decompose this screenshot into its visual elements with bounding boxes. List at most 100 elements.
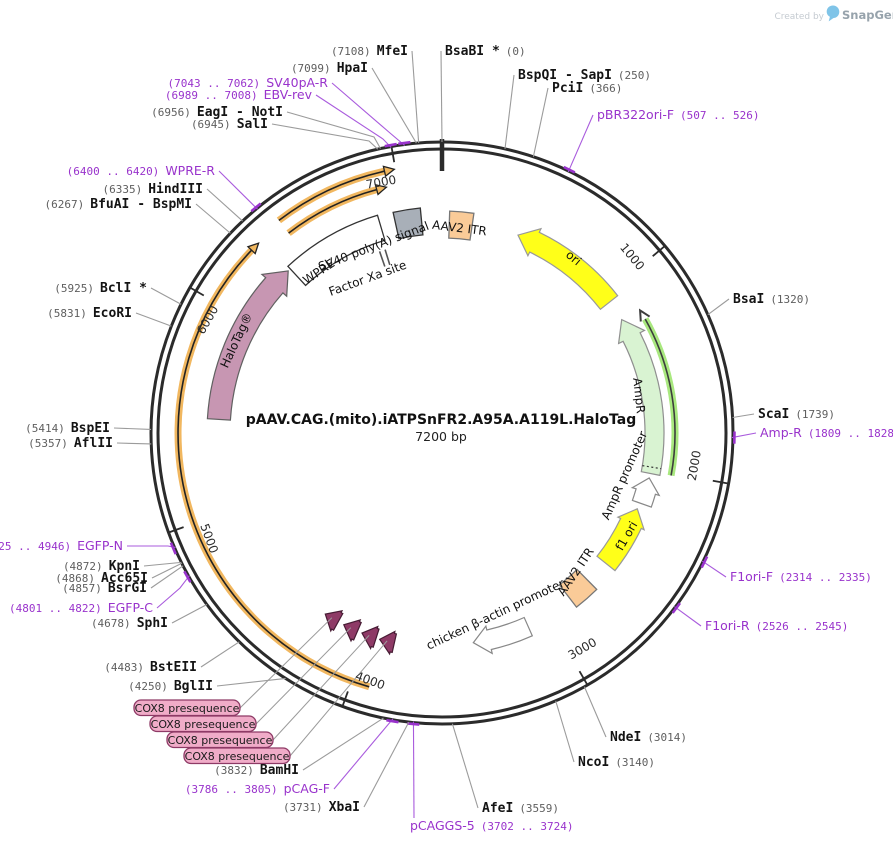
cox8-presequence-box-label-4: COX8 presequence: [185, 750, 290, 763]
enzyme-label-bsabi[interactable]: BsaBI * (0): [445, 44, 526, 59]
position-label-6000: 6000: [194, 303, 221, 336]
enzyme-leader-mfei: [411, 50, 420, 143]
ampr-marker-line: [644, 318, 676, 476]
f1-ori-feature[interactable]: [596, 507, 646, 572]
enzyme-label-bsrgi[interactable]: (4857) BsrGI: [62, 581, 147, 596]
enzyme-label-bsteii[interactable]: (4483) BstEII: [104, 660, 197, 675]
halotag-feature[interactable]: [206, 270, 289, 421]
ampr-label[interactable]: AmpR: [630, 377, 648, 414]
snapgene-logo-icon: [826, 5, 840, 22]
enzyme-leader-ncoi: [555, 700, 575, 763]
enzyme-label-bglii[interactable]: (4250) BglII: [128, 679, 213, 694]
enzyme-label-kpni[interactable]: (4872) KpnI: [63, 559, 140, 574]
orange-arrow-outer-arrowhead: [382, 165, 396, 178]
enzyme-leader-hindiii: [206, 188, 243, 222]
enzyme-label-sali[interactable]: (6945) SalI: [191, 117, 268, 132]
primer-label-egfp-c[interactable]: (4801 .. 4822) EGFP-C: [9, 600, 153, 615]
enzyme-label-hpai[interactable]: (7099) HpaI: [291, 61, 368, 76]
primer-label-sv40pa-r[interactable]: (7043 .. 7062) SV40pA-R: [167, 75, 328, 90]
cox8-leader-line: [255, 627, 352, 725]
cox8-presequence-box-label-1: COX8 presequence: [135, 702, 240, 715]
enzyme-label-bcli[interactable]: (5925) BclI *: [54, 281, 147, 296]
cox8-presequence-arrow-3-feature[interactable]: [342, 618, 362, 643]
enzyme-label-ndei[interactable]: NdeI (3014): [610, 730, 687, 745]
enzyme-label-eagi-noti[interactable]: (6956) EagI - NotI: [151, 105, 283, 120]
primer-label-amp-r[interactable]: Amp-R (1809 .. 1828): [760, 425, 893, 440]
enzyme-label-bspqi-sapi[interactable]: BspQI - SapI (250): [518, 68, 651, 83]
primer-leader-egfp-n: [127, 545, 176, 549]
position-tick-7000: [390, 145, 396, 163]
enzyme-leader-bsabi: [440, 50, 443, 143]
cox8-presequence-arrow-1-feature[interactable]: [378, 630, 398, 656]
sv40-polya-signal-feature[interactable]: [392, 207, 424, 240]
enzyme-label-afei[interactable]: AfeI (3559): [482, 801, 559, 816]
aav2-itr-2-feature[interactable]: [558, 568, 598, 609]
primer-label-wpre-r[interactable]: (6400 .. 6420) WPRE-R: [67, 163, 216, 178]
primer-label-pbr322ori-f[interactable]: pBR322ori-F (507 .. 526): [597, 107, 760, 122]
ori-feature[interactable]: [517, 227, 619, 311]
primer-leader-egfp-c: [156, 575, 190, 609]
enzyme-leader-afei: [451, 723, 479, 809]
position-label-7000: 7000: [365, 173, 398, 192]
enzyme-label-hindiii[interactable]: (6335) HindIII: [102, 182, 203, 197]
enzyme-label-sphi[interactable]: (4678) SphI: [91, 616, 168, 631]
chicken-beta-actin-promoter-feature[interactable]: [472, 616, 534, 655]
factor-xa-site-mark: [384, 249, 391, 266]
primer-binding-tick-pcaggs-5: [406, 722, 420, 726]
aav2-itr-1-label[interactable]: AAV2 ITR: [431, 218, 487, 239]
cox8-leader-line: [289, 640, 388, 757]
primer-label-pcag-f[interactable]: (3786 .. 3805) pCAG-F: [185, 781, 330, 796]
enzyme-leader-eagi-noti: [286, 111, 381, 149]
primer-leader-wpre-r: [218, 170, 258, 210]
ampr-promoter-label[interactable]: AmpR promoter: [599, 429, 651, 522]
primer-label-ebv-rev[interactable]: (6989 .. 7008) EBV-rev: [165, 87, 313, 102]
orange-arrow-outer-line: [278, 170, 385, 222]
position-tick-1000: [652, 244, 667, 257]
enzyme-leader-bfuai-bspmi: [195, 203, 231, 234]
cox8-presequence-box-label-2: COX8 presequence: [151, 718, 256, 731]
enzyme-label-bamhi[interactable]: (3832) BamHI: [214, 763, 299, 778]
enzyme-label-bfuai-bspmi[interactable]: (6267) BfuAI - BspMI: [45, 197, 193, 212]
enzyme-label-pcii[interactable]: PciI (366): [552, 81, 622, 96]
plasmid-size: 7200 bp: [415, 429, 467, 444]
position-label-4000: 4000: [353, 669, 386, 693]
primer-leader-pcag-f: [333, 718, 394, 790]
enzyme-leader-ecori: [135, 312, 172, 327]
enzyme-label-acc65i[interactable]: (4868) Acc65I: [55, 571, 148, 586]
position-tick-6000: [188, 286, 205, 297]
enzyme-label-ncoi[interactable]: NcoI (3140): [578, 755, 655, 770]
enzyme-leader-bsteii: [200, 641, 240, 668]
primer-label-f1ori-f[interactable]: F1ori-F (2314 .. 2335): [730, 569, 872, 584]
cox8-presequence-arrow-4-feature[interactable]: [324, 609, 344, 633]
cox8-presequence-box-4[interactable]: [183, 747, 291, 765]
enzyme-leader-xbai: [363, 721, 410, 808]
enzyme-leader-bsrgi: [150, 565, 184, 589]
enzyme-label-bsai[interactable]: BsaI (1320): [733, 292, 810, 307]
primer-label-pcaggs-5[interactable]: pCAGGS-5 (3702 .. 3724): [410, 818, 573, 833]
primer-label-f1ori-r[interactable]: F1ori-R (2526 .. 2545): [705, 618, 848, 633]
aav2-itr-1-feature[interactable]: [448, 210, 475, 241]
primer-leader-f1ori-f: [701, 560, 727, 578]
ampr-feature[interactable]: [617, 318, 665, 477]
ampr-promoter-feature[interactable]: [630, 477, 661, 508]
enzyme-label-xbai[interactable]: (3731) XbaI: [283, 800, 360, 815]
wpre-feature[interactable]: [286, 214, 386, 287]
position-label-2000: 2000: [685, 449, 704, 482]
snapgene-watermark: Created by SnapGene: [774, 5, 893, 22]
enzyme-label-scai[interactable]: ScaI (1739): [758, 407, 835, 422]
enzyme-label-ecori[interactable]: (5831) EcoRI: [47, 306, 132, 321]
enzyme-label-bspei[interactable]: (5414) BspEI: [25, 421, 110, 436]
enzyme-label-aflii[interactable]: (5357) AflII: [28, 436, 113, 451]
cox8-presequence-box-label-3: COX8 presequence: [168, 734, 273, 747]
enzyme-leader-acc65i: [151, 562, 183, 579]
primer-label-egfp-n[interactable]: (4925 .. 4946)EGFP-N: [0, 538, 123, 553]
position-tick-3000: [578, 670, 589, 687]
orange-arrow-inner-arrowhead: [374, 183, 388, 196]
cox8-presequence-arrow-2-feature[interactable]: [361, 625, 380, 651]
enzyme-leader-sphi: [171, 603, 208, 624]
enzyme-leader-aflii: [116, 442, 152, 445]
enzyme-label-mfei[interactable]: (7108) MfeI: [331, 44, 408, 59]
primer-binding-tick-f1ori-f: [700, 556, 709, 569]
